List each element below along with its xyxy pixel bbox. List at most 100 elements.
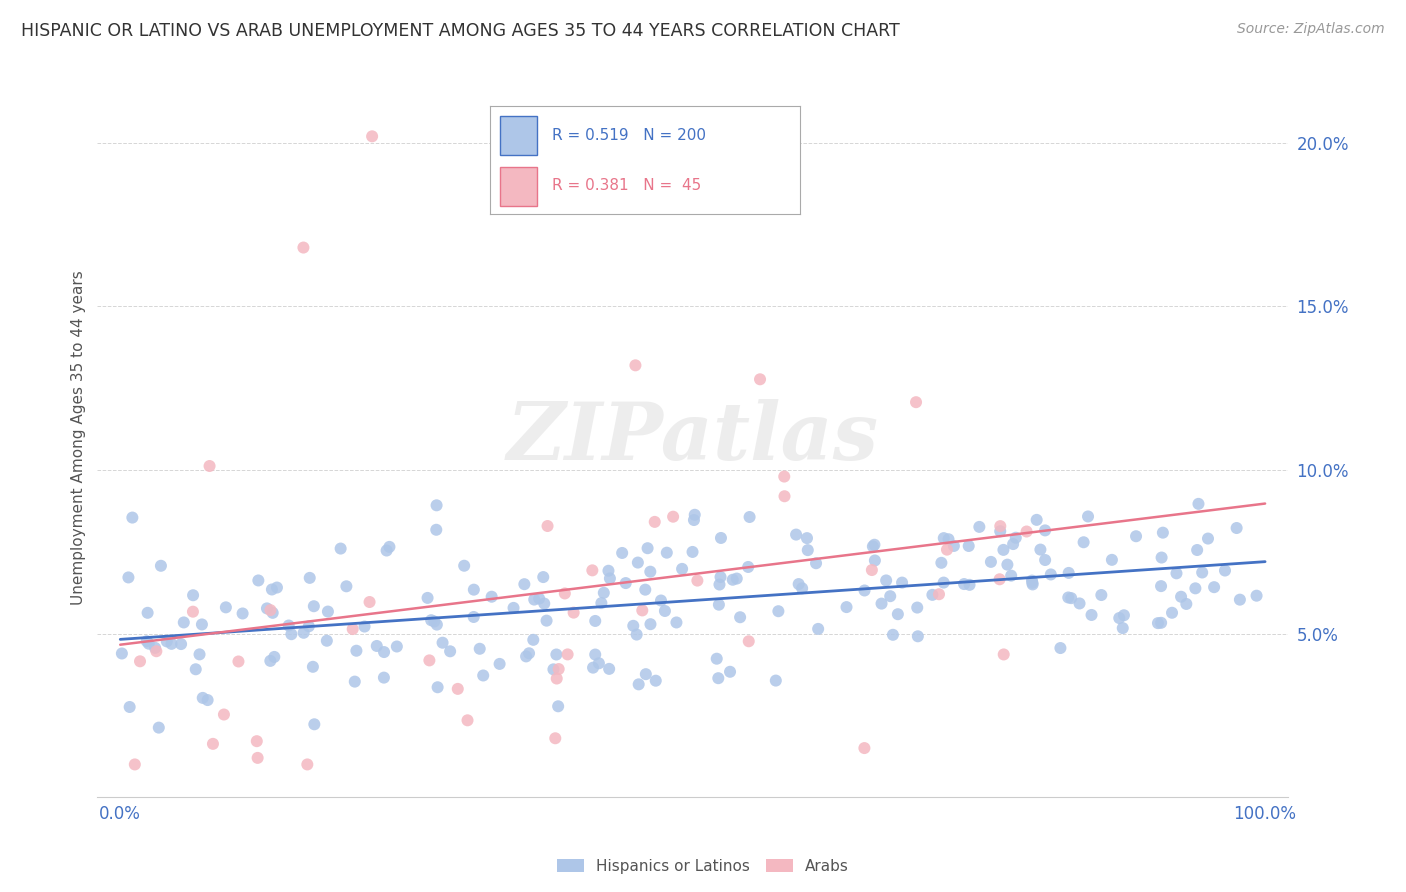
Point xyxy=(1226,521,1249,535)
Point xyxy=(335,579,357,593)
Point xyxy=(1029,542,1052,557)
Point xyxy=(773,469,796,483)
Point xyxy=(1191,566,1213,580)
Point xyxy=(718,665,741,679)
Point xyxy=(768,604,790,618)
Point xyxy=(181,588,204,602)
Point xyxy=(1021,577,1043,591)
Point xyxy=(631,603,654,617)
Point xyxy=(418,653,440,667)
Point xyxy=(765,673,787,688)
Point xyxy=(263,649,285,664)
Point xyxy=(995,558,1018,572)
Point xyxy=(1049,640,1071,655)
Point xyxy=(439,644,461,658)
Point xyxy=(969,520,991,534)
Point xyxy=(907,629,929,643)
Point xyxy=(749,372,772,386)
Point xyxy=(562,606,585,620)
Point xyxy=(554,586,576,600)
Point xyxy=(378,540,401,554)
Point xyxy=(488,657,510,671)
Point xyxy=(686,574,709,588)
Point xyxy=(591,596,613,610)
Point xyxy=(246,751,269,765)
Point xyxy=(581,563,603,577)
Point xyxy=(737,560,759,574)
Point xyxy=(135,634,157,648)
Point xyxy=(361,129,384,144)
Point xyxy=(980,555,1002,569)
Point xyxy=(121,510,143,524)
Point xyxy=(129,654,152,668)
Point xyxy=(1150,550,1173,565)
Point xyxy=(957,539,980,553)
Point xyxy=(247,574,270,588)
Point xyxy=(463,582,485,597)
Point xyxy=(1184,582,1206,596)
Point xyxy=(201,737,224,751)
Point xyxy=(262,606,284,620)
Point xyxy=(583,614,606,628)
Point xyxy=(522,632,544,647)
Point xyxy=(953,577,976,591)
Point xyxy=(773,489,796,503)
Point xyxy=(148,721,170,735)
Point xyxy=(621,619,644,633)
Point xyxy=(280,627,302,641)
Point xyxy=(942,539,965,553)
Point xyxy=(536,519,558,533)
Point xyxy=(197,693,219,707)
Point xyxy=(1204,580,1226,594)
Point xyxy=(738,510,761,524)
Point xyxy=(634,582,657,597)
Point xyxy=(246,734,269,748)
Point xyxy=(373,645,395,659)
Point xyxy=(457,714,479,728)
Point xyxy=(546,672,568,686)
Point xyxy=(156,634,179,648)
Point xyxy=(160,637,183,651)
Point xyxy=(426,617,449,632)
Text: ZIPatlas: ZIPatlas xyxy=(506,399,879,476)
Point xyxy=(728,610,751,624)
Point xyxy=(425,523,447,537)
Point xyxy=(138,637,160,651)
Point xyxy=(536,614,558,628)
Point xyxy=(665,615,688,630)
Point xyxy=(634,667,657,681)
Point xyxy=(928,587,950,601)
Point xyxy=(136,606,159,620)
Point xyxy=(297,757,319,772)
Point xyxy=(1057,591,1080,605)
Point xyxy=(993,648,1015,662)
Point xyxy=(118,700,141,714)
Point xyxy=(304,717,326,731)
Point xyxy=(738,634,761,648)
Point xyxy=(292,625,315,640)
Point xyxy=(710,531,733,545)
Point xyxy=(627,677,650,691)
Point xyxy=(1090,588,1112,602)
Point xyxy=(707,671,730,685)
Point xyxy=(797,543,820,558)
Point xyxy=(359,595,381,609)
Point xyxy=(191,690,214,705)
Point xyxy=(198,458,221,473)
Point xyxy=(557,648,579,662)
Point xyxy=(1246,589,1268,603)
Point xyxy=(644,515,666,529)
Point xyxy=(612,546,634,560)
Point xyxy=(426,680,449,694)
Point xyxy=(188,648,211,662)
Point xyxy=(259,654,281,668)
Point xyxy=(879,589,901,603)
Point xyxy=(1077,509,1099,524)
Point xyxy=(1166,566,1188,581)
Point xyxy=(993,542,1015,557)
Point xyxy=(533,597,555,611)
Point xyxy=(1021,574,1043,588)
Point xyxy=(212,707,235,722)
Point xyxy=(725,572,748,586)
Point xyxy=(988,572,1011,586)
